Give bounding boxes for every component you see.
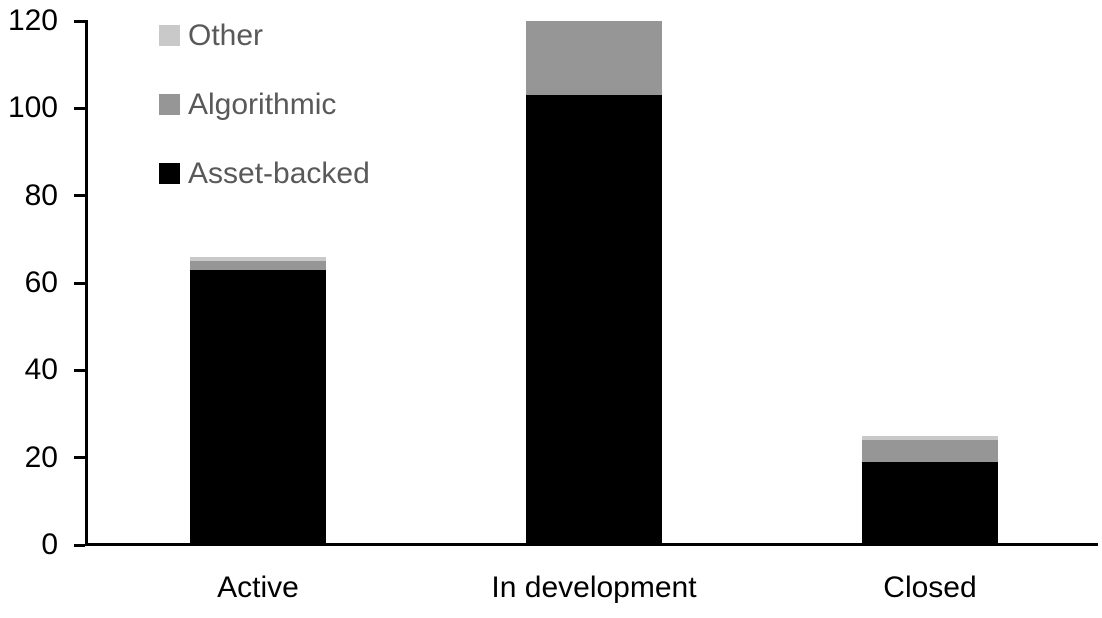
legend-label-other: Other (188, 19, 264, 52)
y-tick-label-20: 20 (24, 440, 58, 474)
bar-segment-active-other (190, 256, 326, 262)
y-tick-label-40: 40 (24, 353, 58, 387)
legend-item-algorithmic: Algorithmic (159, 88, 337, 121)
y-tick-80 (74, 194, 85, 198)
y-tick-label-100: 100 (7, 91, 58, 125)
x-category-label-active: Active (217, 571, 299, 604)
y-axis-line (85, 20, 88, 546)
legend-swatch-algorithmic-icon (159, 94, 180, 115)
legend-item-other: Other (159, 19, 264, 52)
bar-segment-active-algorithmic (190, 261, 326, 270)
y-tick-label-0: 0 (41, 528, 58, 561)
bar-segment-in-development-algorithmic (526, 21, 662, 96)
y-tick-120 (74, 19, 85, 23)
y-tick-20 (74, 456, 85, 460)
bar-segment-closed-other (862, 435, 998, 441)
y-tick-label-60: 60 (24, 266, 58, 299)
y-tick-40 (74, 368, 85, 372)
legend-swatch-asset-backed-icon (159, 163, 180, 184)
legend-label-algorithmic: Algorithmic (188, 88, 337, 121)
bar-segment-in-development-asset-backed (526, 95, 662, 545)
x-category-label-in-development: In development (491, 571, 697, 604)
legend-item-asset-backed: Asset-backed (159, 157, 370, 190)
bar-segment-closed-asset-backed (862, 462, 998, 545)
y-tick-label-120: 120 (7, 4, 58, 37)
y-tick-label-80: 80 (24, 178, 58, 212)
y-tick-60 (74, 281, 85, 285)
y-tick-0 (74, 543, 85, 547)
x-category-label-closed: Closed (883, 571, 977, 604)
bar-segment-active-asset-backed (190, 269, 326, 545)
y-tick-100 (74, 106, 85, 110)
legend-swatch-other-icon (159, 25, 180, 46)
legend-label-asset-backed: Asset-backed (188, 157, 370, 190)
bar-segment-closed-algorithmic (862, 440, 998, 463)
